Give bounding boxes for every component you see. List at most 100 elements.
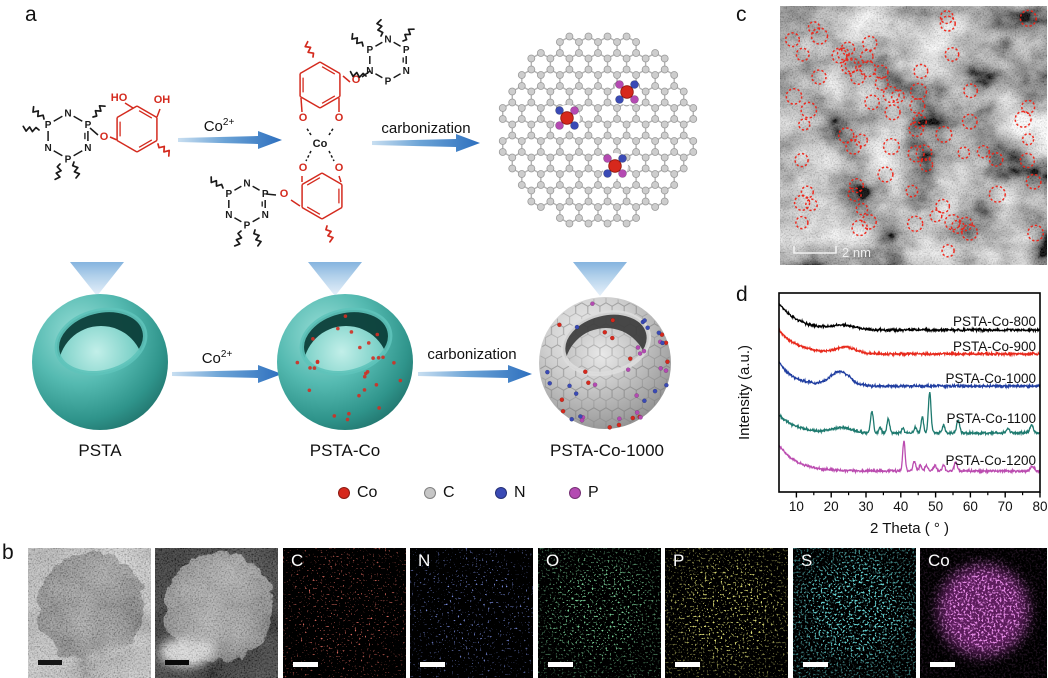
eds-map-co: Co <box>920 548 1047 678</box>
map-element-label: P <box>673 551 685 570</box>
graphene-lattice <box>498 32 698 228</box>
scale-bar <box>165 660 189 665</box>
legend-label: N <box>514 484 526 501</box>
x-tick-label: 20 <box>824 499 839 514</box>
xrd-curve-PSTA-Co-1000 <box>778 361 1041 390</box>
n-atom-icon <box>495 487 507 499</box>
map-element-label: N <box>418 551 431 570</box>
svg-text:N: N <box>403 66 410 77</box>
eds-map-p: P <box>665 548 788 678</box>
eds-map-o: O <box>538 548 661 678</box>
y-axis-title: Intensity (a.u.) <box>736 345 753 440</box>
x-tick-label: 40 <box>893 499 908 514</box>
x-tick-label: 80 <box>1032 499 1047 514</box>
xrd-curve-PSTA-Co-1100 <box>778 391 1041 437</box>
co2-arrow-label-top: Co2+ <box>203 117 235 135</box>
svg-text:OH: OH <box>154 94 171 106</box>
svg-text:P: P <box>403 45 410 56</box>
svg-text:HO: HO <box>111 92 128 104</box>
map-element-label: O <box>546 551 560 570</box>
svg-text:O: O <box>335 162 344 174</box>
x-tick-label: 30 <box>858 499 873 514</box>
single-atom-markers <box>784 9 1045 258</box>
p-atom-icon <box>569 487 581 499</box>
svg-text:P: P <box>262 189 269 200</box>
legend-item-n: N <box>495 484 526 502</box>
haadf-dark-field-image <box>155 548 278 678</box>
xrd-series-label: PSTA-Co-800 <box>953 314 1036 329</box>
svg-text:P: P <box>225 189 232 200</box>
xrd-chart: PSTA-Co-800 PSTA-Co-900 PSTA-Co-1000 PSTA-C… <box>736 292 1048 537</box>
c-atom-icon <box>424 487 436 499</box>
xrd-curve-PSTA-Co-900 <box>778 327 1041 358</box>
panel-label-c: c <box>736 3 747 26</box>
svg-text:P: P <box>244 220 251 231</box>
legend-item-c: C <box>424 484 455 502</box>
co-atom-icon <box>338 487 350 499</box>
map-element-label: C <box>291 551 304 570</box>
svg-text:P: P <box>385 76 392 87</box>
scale-bar: 2 nm <box>793 245 871 260</box>
carbonization-arrow-label-bottom: carbonization <box>427 346 517 363</box>
svg-text:N: N <box>64 108 71 119</box>
x-tick-label: 50 <box>928 499 943 514</box>
tem-bright-field-image <box>28 548 151 678</box>
psta-co-1000-label: PSTA-Co-1000 <box>549 441 665 460</box>
svg-text:P: P <box>85 120 92 131</box>
svg-text:N: N <box>84 143 91 154</box>
svg-text:P: P <box>65 154 72 165</box>
svg-text:O: O <box>299 162 308 174</box>
legend-label: Co <box>357 484 378 501</box>
scale-bar <box>930 662 955 667</box>
eds-map-n: N <box>410 548 533 678</box>
scale-bar <box>420 662 445 667</box>
scale-bar <box>293 662 318 667</box>
x-tick-label: 60 <box>963 499 978 514</box>
panel-label-a: a <box>25 3 37 26</box>
tem1-grain <box>28 548 151 678</box>
xrd-series-label: PSTA-Co-900 <box>953 339 1036 354</box>
tem2-grain <box>155 548 278 678</box>
xrd-series-label: PSTA-Co-1200 <box>945 453 1036 468</box>
svg-text:O: O <box>299 112 308 124</box>
svg-text:P: P <box>45 120 52 131</box>
svg-text:O: O <box>352 74 361 86</box>
xrd-series-label: PSTA-Co-1100 <box>946 411 1036 426</box>
scale-bar-label: 2 nm <box>842 245 871 260</box>
x-tick-label: 10 <box>789 499 804 514</box>
legend-label: P <box>588 484 599 501</box>
scale-bar <box>803 662 828 667</box>
carbonization-arrow-label-top: carbonization <box>381 120 471 137</box>
svg-text:O: O <box>100 131 109 143</box>
svg-text:N: N <box>44 143 51 154</box>
legend-item-p: P <box>569 484 599 502</box>
legend-label: C <box>443 484 455 501</box>
nanosphere-illustrations <box>32 294 671 430</box>
x-axis-title: 2 Theta ( ° ) <box>870 520 949 537</box>
xrd-series-label: PSTA-Co-1000 <box>945 371 1036 386</box>
svg-text:O: O <box>280 188 289 200</box>
eds-map-s: S <box>793 548 916 678</box>
scale-bar <box>38 660 62 665</box>
funnel-icons <box>70 262 627 296</box>
panel-label-b: b <box>2 541 14 564</box>
psta-co-label: PSTA-Co <box>309 441 381 460</box>
eds-map-c: C <box>283 548 406 678</box>
legend-item-co: Co <box>338 484 377 502</box>
svg-text:O: O <box>335 112 344 124</box>
co2-arrow-label-bottom: Co2+ <box>201 349 233 367</box>
svg-text:Co: Co <box>313 138 328 150</box>
scale-bar <box>548 662 573 667</box>
map-speckle <box>410 548 533 678</box>
svg-text:N: N <box>262 210 269 221</box>
xrd-curve-PSTA-Co-1200 <box>778 440 1041 475</box>
x-tick-label: 70 <box>998 499 1013 514</box>
map-element-label: S <box>801 551 813 570</box>
svg-text:N: N <box>225 210 232 221</box>
scale-bar <box>675 662 700 667</box>
panel-label-d: d <box>736 283 748 306</box>
